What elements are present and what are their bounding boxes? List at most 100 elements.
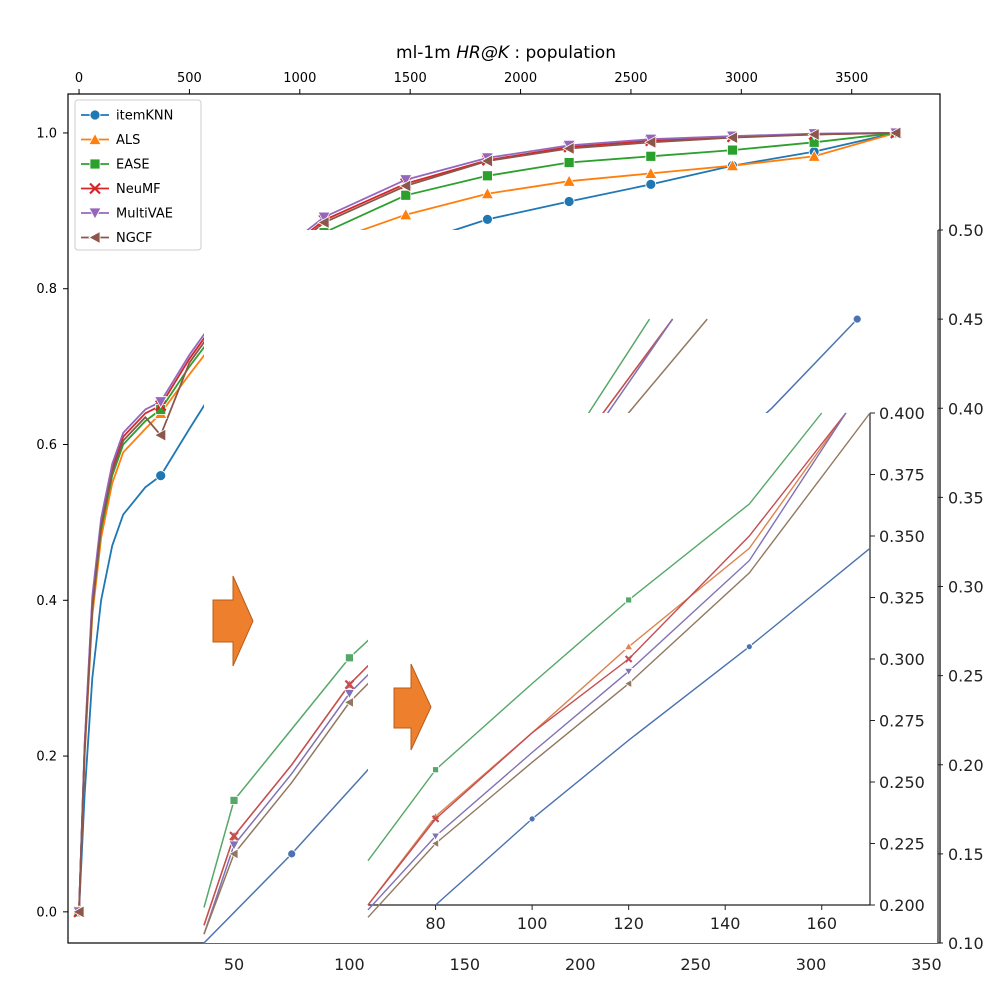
legend-label-ease: EASE: [116, 158, 150, 173]
x-tick-label: 500: [177, 71, 202, 86]
zoom2-series-ngcf: [367, 412, 871, 918]
data-point-ease: [400, 189, 412, 201]
x-tick-label: 2500: [614, 71, 647, 86]
zoom2-series-neumf: [367, 412, 847, 906]
zoom2-point-itemknn: [745, 643, 753, 651]
data-point-ease: [645, 150, 657, 162]
data-point-itemknn: [645, 178, 657, 190]
data-point-ngcf: [480, 154, 493, 168]
data-point-ease: [482, 170, 493, 182]
data-point-als: [807, 149, 821, 162]
data-point-ngcf: [562, 141, 575, 156]
zoom2-point-itemknn: [528, 815, 536, 823]
zoom1-x-tick-label: 250: [680, 955, 711, 974]
zoom1-x-tick-label: 350: [911, 955, 942, 974]
data-point-ngcf: [72, 905, 85, 919]
zoom1-point-neumf: [344, 679, 355, 690]
zoom2-point-neumf: [624, 655, 633, 663]
data-point-ease: [727, 144, 738, 156]
zoom2-y-tick-label: 0.200: [879, 896, 925, 915]
x-tick-label: 2000: [504, 71, 537, 86]
zoom1-point-ease: [345, 653, 354, 663]
zoom2-x-tick-label: 140: [710, 914, 741, 933]
data-point-als: [725, 158, 740, 172]
zoom2-panel: [368, 413, 870, 905]
data-point-ngcf: [807, 127, 820, 142]
legend-label-neumf: NeuMF: [116, 182, 161, 197]
zoom2-point-multivae: [430, 832, 441, 841]
data-point-itemknn: [482, 214, 493, 225]
data-point-itemknn: [563, 196, 575, 207]
zoom1-x-tick-label: 300: [796, 955, 827, 974]
zoom2-y-tick-label: 0.275: [879, 712, 925, 731]
data-point-ngcf: [317, 215, 330, 230]
zoom1-y-tick-label: 0.15: [948, 845, 984, 864]
legend-marker-itemknn: [89, 109, 101, 121]
x-tick-label: 0: [75, 71, 83, 86]
zoom1-y-tick-label: 0.30: [948, 578, 984, 597]
x-tick-label: 3500: [835, 71, 868, 86]
main-axis-ticks: 0 500 1000 1500 2000 2500 3000 3500 0.0 0.2 0.4 0.6…: [36, 71, 868, 920]
zoom2-point-multivae: [623, 667, 634, 677]
zoom1-point-ngcf: [228, 848, 239, 860]
zoom2-x-tick-label: 80: [425, 914, 445, 933]
zoom2-point-ease: [432, 766, 439, 774]
data-point-ngcf: [889, 126, 902, 140]
y-tick-label: 0.8: [36, 282, 57, 297]
zoom1-axis-ticks: 50 100 150 200 250 300 350 0.10 0.15 0.20 0.25 0.30…: [224, 221, 984, 974]
y-tick-label: 0.4: [36, 594, 57, 609]
zoom1-point-ease: [229, 796, 239, 805]
zoom2-y-tick-label: 0.375: [879, 466, 925, 485]
zoom2-series-als: [367, 412, 847, 906]
data-point-itemknn: [155, 470, 167, 482]
data-point-als: [399, 207, 413, 221]
zoom1-x-tick-label: 150: [450, 955, 481, 974]
zoom2-y-tick-label: 0.400: [879, 404, 925, 423]
zoom2-point-als: [623, 641, 634, 651]
data-point-multivae: [154, 396, 168, 409]
zoom2-x-tick-label: 120: [613, 914, 644, 933]
zoom1-y-tick-label: 0.50: [948, 221, 984, 240]
zoom1-x-tick-label: 200: [565, 955, 596, 974]
zoom2-series-multivae: [367, 412, 847, 911]
zoom1-y-tick-label: 0.20: [948, 756, 984, 775]
data-point-als: [480, 186, 495, 200]
data-point-ngcf: [643, 135, 657, 149]
legend-label-als: ALS: [116, 133, 140, 148]
zoom2-point-ngcf: [430, 838, 439, 849]
y-tick-label: 0.6: [36, 438, 57, 453]
zoom2-series-ease: [367, 412, 823, 862]
data-point-ease: [563, 157, 575, 168]
zoom1-point-multivae: [343, 689, 356, 700]
data-point-ngcf: [153, 428, 167, 442]
zoom2-y-tick-label: 0.300: [879, 650, 925, 669]
y-tick-label: 0.0: [36, 905, 57, 920]
zoom2-series-itemknn: [435, 547, 871, 906]
data-point-als: [562, 174, 576, 187]
legend-marker-als: [88, 132, 102, 145]
legend-label-ngcf: NGCF: [116, 231, 152, 246]
chart-title: ml-1m HR@K : population: [396, 43, 616, 63]
y-tick-label: 0.2: [36, 750, 57, 765]
zoom1-y-tick-label: 0.45: [948, 310, 984, 329]
zoom-arrow-icon: [212, 575, 254, 667]
legend-label-multivae: MultiVAE: [116, 207, 173, 222]
zoom-arrow-icon: [393, 663, 432, 751]
zoom2-axis-ticks: 80 100 120 140 160 0.200 0.225 0.250 0.275 0.300 0…: [425, 404, 924, 933]
data-point-als: [644, 166, 658, 179]
zoom2-point-ease: [625, 596, 633, 604]
zoom1-point-multivae: [228, 840, 240, 851]
zoom2-y-tick-label: 0.350: [879, 527, 925, 546]
zoom1-y-tick-label: 0.10: [948, 934, 984, 953]
zoom1-point-ngcf: [343, 696, 354, 709]
zoom2-plot-lines: [367, 412, 871, 918]
y-tick-label: 1.0: [36, 126, 57, 141]
legend-marker-neumf: [89, 182, 101, 195]
zoom1-y-tick-label: 0.25: [948, 667, 984, 686]
zoom1-point-neumf: [229, 831, 239, 841]
zoom1-point-itemknn: [852, 314, 862, 324]
zoom1-y-tick-label: 0.35: [948, 488, 984, 507]
zoom2-point-neumf: [431, 815, 440, 823]
data-point-multivae: [399, 174, 413, 187]
